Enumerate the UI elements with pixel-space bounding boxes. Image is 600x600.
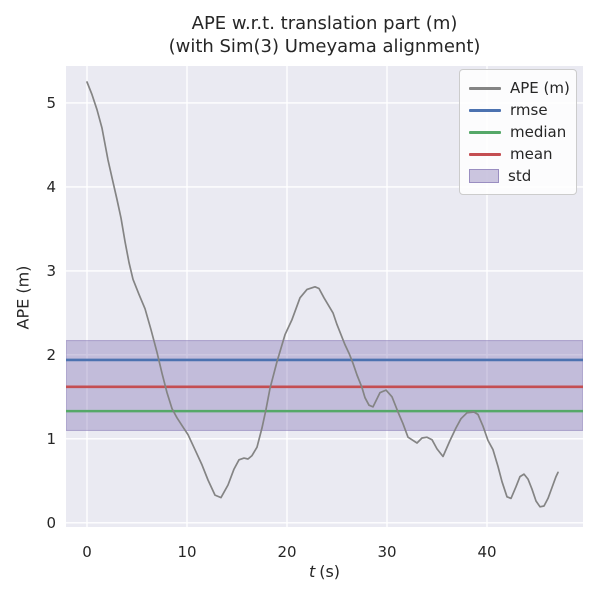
legend-label: rmse (510, 101, 548, 119)
legend-swatch-patch (469, 169, 499, 183)
chart-title-line1: APE w.r.t. translation part (m) (191, 13, 458, 34)
chart-title: APE w.r.t. translation part (m) (with Si… (66, 13, 583, 58)
legend-swatch-line (469, 86, 501, 90)
legend-label: std (508, 167, 532, 185)
x-axis-label-unit: (s) (319, 562, 341, 581)
x-axis-label: t (s) (66, 562, 583, 581)
x-tick-label: 30 (377, 543, 397, 561)
x-tick-label: 0 (82, 543, 92, 561)
legend-swatch-line (469, 130, 501, 134)
legend-swatch-line (469, 152, 501, 156)
x-tick-label: 40 (477, 543, 497, 561)
y-tick-label: 2 (46, 345, 56, 364)
y-tick-label: 5 (46, 93, 56, 112)
legend: APE (m) rmse median mean std (459, 69, 577, 195)
y-tick-label: 1 (46, 429, 56, 448)
legend-label: mean (510, 145, 553, 163)
legend-item-ape-m-: APE (m) (469, 77, 570, 99)
legend-item-std: std (469, 165, 567, 187)
x-tick-label: 20 (277, 543, 297, 561)
ape-line (86, 81, 559, 508)
legend-label: APE (m) (510, 79, 570, 97)
legend-item-median: median (469, 121, 567, 143)
y-tick-label: 0 (46, 513, 56, 532)
legend-item-mean: mean (469, 143, 567, 165)
x-tick-label: 10 (177, 543, 197, 561)
legend-label: median (510, 123, 567, 141)
y-tick-label: 3 (46, 261, 56, 280)
legend-swatch-line (469, 108, 501, 112)
chart-title-line2: (with Sim(3) Umeyama alignment) (168, 35, 481, 57)
y-axis-label: APE (m) (13, 265, 33, 330)
legend-item-rmse: rmse (469, 99, 567, 121)
x-axis-label-variable: t (308, 562, 316, 581)
y-tick-label: 4 (46, 177, 56, 196)
